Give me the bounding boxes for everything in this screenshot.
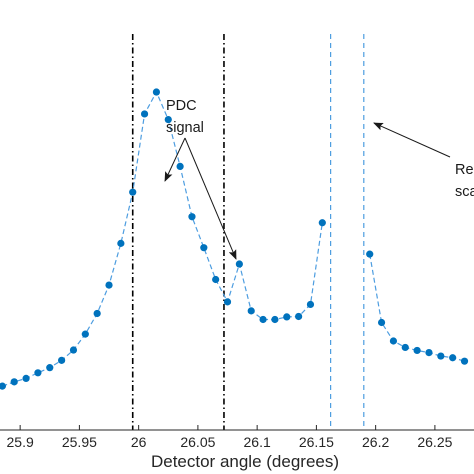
data-point: [271, 315, 279, 324]
data-series: [0, 88, 469, 390]
data-point: [164, 115, 172, 124]
x-tick-label: 25.95: [62, 434, 97, 450]
data-point: [401, 343, 409, 352]
data-point: [460, 357, 469, 365]
pdc-arrow-to-secondary-peak: [184, 137, 237, 260]
data-point: [58, 356, 66, 364]
data-point: [93, 309, 101, 318]
pdc-annotation: PDC signal: [164, 98, 237, 260]
data-point: [283, 313, 291, 321]
data-point: [105, 281, 113, 289]
data-point: [247, 307, 255, 315]
data-point: [129, 188, 137, 196]
data-point: [117, 239, 125, 247]
data-point: [69, 346, 78, 354]
x-tick-label: 26.25: [417, 434, 452, 450]
right-annotation: Re sca: [373, 122, 474, 200]
data-point: [425, 349, 433, 357]
data-point: [306, 300, 315, 309]
pdc-arrow-to-peak: [164, 137, 186, 182]
data-point: [295, 312, 303, 321]
data-point: [389, 337, 398, 345]
x-axis: 25.9 25.95 26 26.05 26.1 26.15 26.2 26.25: [0, 425, 474, 450]
data-point: [140, 110, 149, 118]
data-point: [235, 260, 243, 268]
data-point: [413, 346, 421, 355]
reference-lines: [131, 34, 365, 430]
data-point: [259, 315, 267, 324]
right-label-line-2: sca: [455, 184, 474, 200]
data-point: [318, 219, 326, 227]
data-point: [152, 88, 161, 96]
data-point: [212, 275, 220, 284]
x-tick-label: 26.05: [180, 434, 215, 450]
data-point: [200, 244, 208, 252]
data-point: [223, 298, 232, 306]
right-arrow: [373, 122, 451, 158]
data-point: [0, 382, 6, 390]
data-point: [366, 250, 374, 258]
x-tick-label: 26: [131, 434, 147, 450]
data-point: [188, 213, 196, 221]
pdc-label-line-2: signal: [166, 120, 204, 136]
data-point: [449, 354, 457, 362]
data-point: [437, 352, 445, 360]
data-point: [46, 364, 54, 372]
pdc-label-line-1: PDC: [166, 98, 197, 114]
data-point: [34, 369, 42, 377]
x-tick-label: 26.15: [299, 434, 334, 450]
data-point: [176, 162, 184, 171]
data-point: [10, 378, 18, 386]
x-tick-label: 25.9: [7, 434, 34, 450]
data-point: [22, 374, 30, 382]
data-point: [377, 318, 386, 327]
series-1-line: [2, 90, 323, 387]
right-label-line-1: Re: [455, 162, 474, 178]
data-point: [81, 330, 89, 338]
series-2-line: [369, 254, 465, 362]
x-tick-label: 26.2: [362, 434, 389, 450]
x-tick-label: 26.1: [244, 434, 271, 450]
x-axis-label: Detector angle (degrees): [151, 452, 339, 471]
